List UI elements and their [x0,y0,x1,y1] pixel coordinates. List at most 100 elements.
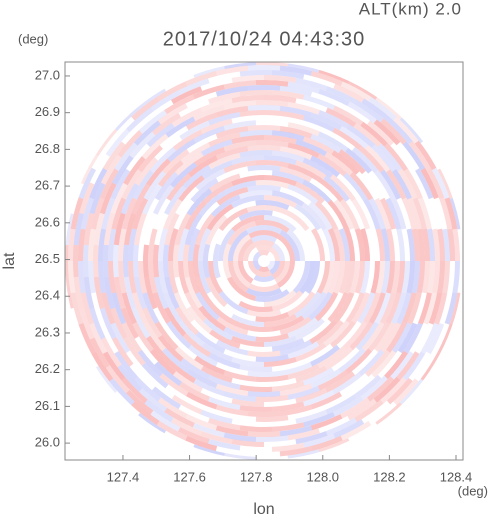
echo-cell [210,304,241,328]
echo-cell [171,417,203,436]
echo-cell [354,399,384,423]
echo-cell [126,107,154,133]
y-tick-label: 26.9 [35,104,60,119]
echo-cell [216,339,249,356]
echo-cell [166,321,192,349]
echo-cell [271,442,305,452]
altitude-label: ALT(km) 2.0 [359,0,462,18]
echo-cell [114,142,138,171]
echo-cell [195,168,226,191]
echo-cell [247,125,281,131]
echo-cell [113,212,126,246]
echo-cell [374,197,391,230]
echo-cell [351,146,379,174]
echo-cell [309,319,338,345]
echo-cell [93,244,99,278]
echo-cell [163,306,187,337]
echo-cell [338,228,350,261]
y-tick-label: 26.1 [35,398,60,413]
echo-cell [279,446,313,457]
echo-cell [255,160,289,168]
echo-cell [102,351,126,381]
echo-cell [198,228,212,261]
echo-cell [215,146,249,161]
echo-cell [258,250,270,256]
echo-cell [439,197,453,230]
echo-cell [198,305,226,332]
echo-cell [113,105,141,132]
echo-cell [416,261,426,294]
echo-cell [168,261,179,294]
echo-cell [340,81,372,102]
echo-cell [153,244,160,278]
echo-cell [123,336,146,366]
echo-cell [247,370,281,377]
echo-cell [392,322,412,353]
echo-cell [195,291,220,321]
echo-cell [267,261,275,271]
echo-cell [188,261,201,294]
echo-cell [231,155,264,165]
echo-cell [171,394,203,415]
echo-cell [325,394,357,415]
echo-cell [279,383,313,397]
echo-cell [131,401,160,426]
echo-cell [247,431,281,437]
echo-cell [274,261,290,284]
x-tick-label: 127.6 [173,469,206,484]
echo-cell [88,261,96,294]
y-tick-label: 26.0 [35,435,60,450]
echo-cell [286,228,305,261]
echo-cell [317,345,347,369]
echo-cell [368,198,386,230]
echo-cell [399,116,425,144]
echo-cell [253,261,261,271]
echo-cell [231,439,264,448]
echo-cell [143,170,166,201]
echo-cell [68,228,76,261]
echo-cell [255,99,289,107]
echo-cell [248,230,280,239]
echo-cell [310,70,343,87]
echo-cell [173,244,180,278]
echo-cell [184,213,203,246]
echo-cell [148,228,158,261]
echo-cell [338,149,366,175]
echo-cell [238,190,273,200]
echo-cell [271,290,304,312]
echo-cell [247,165,281,172]
echo-cell [384,142,408,172]
echo-cell [358,145,385,173]
echo-cell [377,143,403,172]
echo-cell [323,175,350,202]
echo-cell [120,307,139,339]
echo-cell [255,435,289,442]
echo-cell [238,261,254,284]
echo-cell [317,153,347,177]
echo-cell [452,261,460,294]
echo-cell [403,322,423,354]
echo-cell [386,228,395,261]
echo-cell [349,171,374,201]
echo-cell [179,120,210,141]
echo-cell [192,84,225,100]
echo-cell [158,335,184,362]
echo-cell [360,375,388,401]
echo-cell [239,109,273,117]
echo-cell [302,157,334,179]
echo-cell [90,197,105,230]
echo-cell [287,341,320,359]
echo-cell [180,142,211,164]
echo-cell [142,307,163,338]
echo-cell [423,292,438,325]
echo-cell [247,85,281,91]
echo-cell [192,422,225,438]
echo-cell [173,292,195,323]
echo-cell [374,322,396,353]
echo-cell [302,367,335,386]
echo-cell [347,101,377,124]
echo-cell [255,394,289,402]
echo-cell [327,261,340,294]
echo-cell [136,412,166,436]
echo-cell [330,174,356,202]
